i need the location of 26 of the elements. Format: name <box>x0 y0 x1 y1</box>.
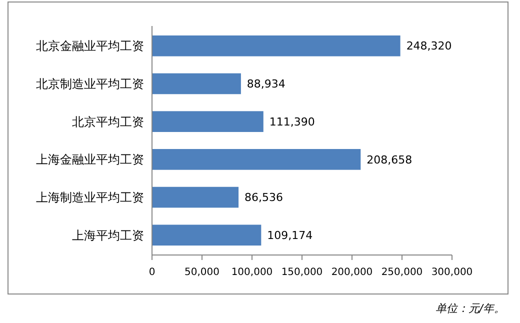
bar <box>152 73 241 94</box>
x-tick-label: 300,000 <box>431 267 473 278</box>
y-tick-label: 北京制造业平均工资 <box>36 76 144 91</box>
x-tick-label: 0 <box>148 267 156 278</box>
data-label: 208,658 <box>366 153 412 166</box>
bar <box>152 186 239 208</box>
bar <box>152 35 400 56</box>
bar <box>152 111 264 132</box>
y-tick-label: 北京平均工资 <box>72 114 144 129</box>
bar <box>152 224 262 246</box>
x-tick-label: 150,000 <box>281 267 323 278</box>
y-tick-label: 上海金融业平均工资 <box>36 152 144 167</box>
data-label: 86,536 <box>244 191 284 204</box>
y-tick-label: 北京金融业平均工资 <box>36 39 144 54</box>
x-tick-label: 100,000 <box>231 267 273 278</box>
data-label: 109,174 <box>267 228 313 242</box>
x-tick-label: 250,000 <box>381 267 423 278</box>
data-label: 88,934 <box>246 78 286 91</box>
data-label: 248,320 <box>406 40 452 53</box>
y-tick-label: 上海平均工资 <box>72 228 144 242</box>
data-label: 111,390 <box>269 115 315 128</box>
bar <box>152 149 361 170</box>
x-tick-label: 200,000 <box>331 267 373 278</box>
x-tick-label: 50,000 <box>184 267 220 278</box>
text: 单位：元/年。 <box>435 302 505 315</box>
y-tick-label: 上海制造业平均工资 <box>36 190 144 204</box>
